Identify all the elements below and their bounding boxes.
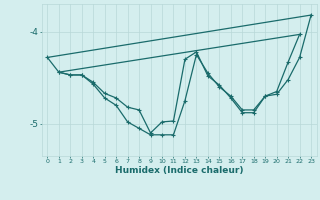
X-axis label: Humidex (Indice chaleur): Humidex (Indice chaleur) xyxy=(115,166,244,175)
